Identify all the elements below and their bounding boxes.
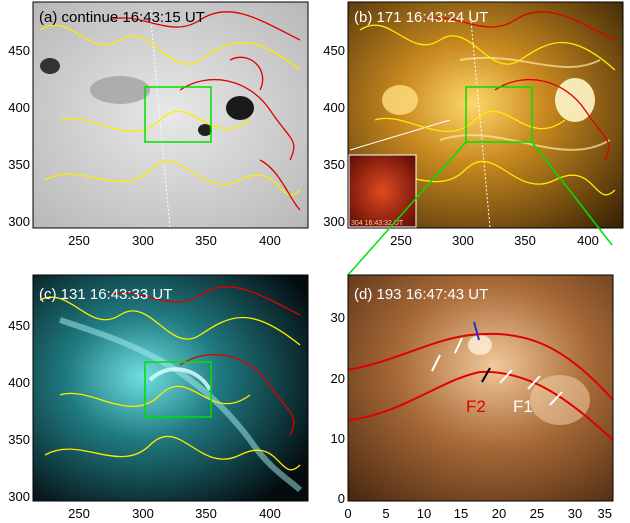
panel-c-xtick: 300: [132, 506, 154, 521]
panel-d-ytick: 0: [338, 491, 345, 506]
panel-b: 304 16:43:32 UT (b) 171 16:43:24 UT 450 …: [323, 1, 624, 248]
panel-d-ytick: 10: [331, 431, 345, 446]
panel-c-ytick: 450: [8, 318, 30, 333]
panel-a-xtick: 300: [132, 233, 154, 248]
panel-d-xtick: 20: [492, 506, 506, 521]
panel-c-xtick: 250: [68, 506, 90, 521]
panel-c: (c) 131 16:43:33 UT 450 400 350 300 250 …: [8, 274, 309, 521]
panel-d-xtick: 5: [382, 506, 389, 521]
panel-d-xtick: 25: [530, 506, 544, 521]
panel-a-ytick: 450: [8, 43, 30, 58]
panel-a-xtick: 400: [259, 233, 281, 248]
panel-b-ytick: 350: [323, 157, 345, 172]
panel-c-ytick: 400: [8, 375, 30, 390]
panel-a: (a) continue 16:43:15 UT 450 400 350 300…: [8, 1, 309, 248]
panel-b-ytick: 300: [323, 214, 345, 229]
panel-b-xtick: 400: [577, 233, 599, 248]
panel-a-ytick: 350: [8, 157, 30, 172]
panel-a-image: [33, 2, 308, 228]
panel-b-label: (b) 171 16:43:24 UT: [354, 9, 488, 26]
panel-d-label: (d) 193 16:47:43 UT: [354, 286, 488, 303]
panel-d-annotation-f1: F1: [513, 397, 533, 416]
panel-b-ytick: 400: [323, 100, 345, 115]
panel-d: F2 F1 (d) 193 16:47:43 UT 30 20 10 0 0 5…: [331, 274, 614, 521]
panel-d-xtick: 15: [454, 506, 468, 521]
panel-b-ytick: 450: [323, 43, 345, 58]
panel-b-inset-label: 304 16:43:32 UT: [351, 220, 404, 227]
panel-a-xtick: 250: [68, 233, 90, 248]
panel-d-xtick: 30: [568, 506, 582, 521]
zoom-connector-left: [347, 141, 467, 276]
panel-a-zoom-box: [144, 86, 212, 143]
panel-b-xtick: 250: [390, 233, 412, 248]
panel-c-label: (c) 131 16:43:33 UT: [39, 286, 172, 303]
panel-b-inset: [348, 154, 417, 228]
panel-d-ytick: 30: [331, 310, 345, 325]
panel-d-ytick: 20: [331, 371, 345, 386]
panel-a-ytick: 300: [8, 214, 30, 229]
panel-d-xtick: 10: [417, 506, 431, 521]
panel-a-label: (a) continue 16:43:15 UT: [39, 9, 205, 26]
panel-b-xtick: 300: [452, 233, 474, 248]
panel-c-zoom-box: [144, 361, 212, 418]
panel-c-xtick: 350: [195, 506, 217, 521]
panel-c-ytick: 350: [8, 432, 30, 447]
panel-d-xtick: 0: [344, 506, 351, 521]
panel-b-zoom-box: [465, 86, 533, 143]
panel-d-curve-upper: [347, 332, 614, 401]
panel-d-annotation-f2: F2: [466, 397, 486, 416]
panel-c-ytick: 300: [8, 489, 30, 504]
panel-a-ytick: 400: [8, 100, 30, 115]
panel-d-xtick: 35: [598, 506, 612, 521]
panel-c-xtick: 400: [259, 506, 281, 521]
panel-d-curve-lower: [347, 370, 614, 441]
panel-a-xtick: 350: [195, 233, 217, 248]
panel-b-xtick: 350: [514, 233, 536, 248]
zoom-connector-right: [531, 141, 613, 246]
